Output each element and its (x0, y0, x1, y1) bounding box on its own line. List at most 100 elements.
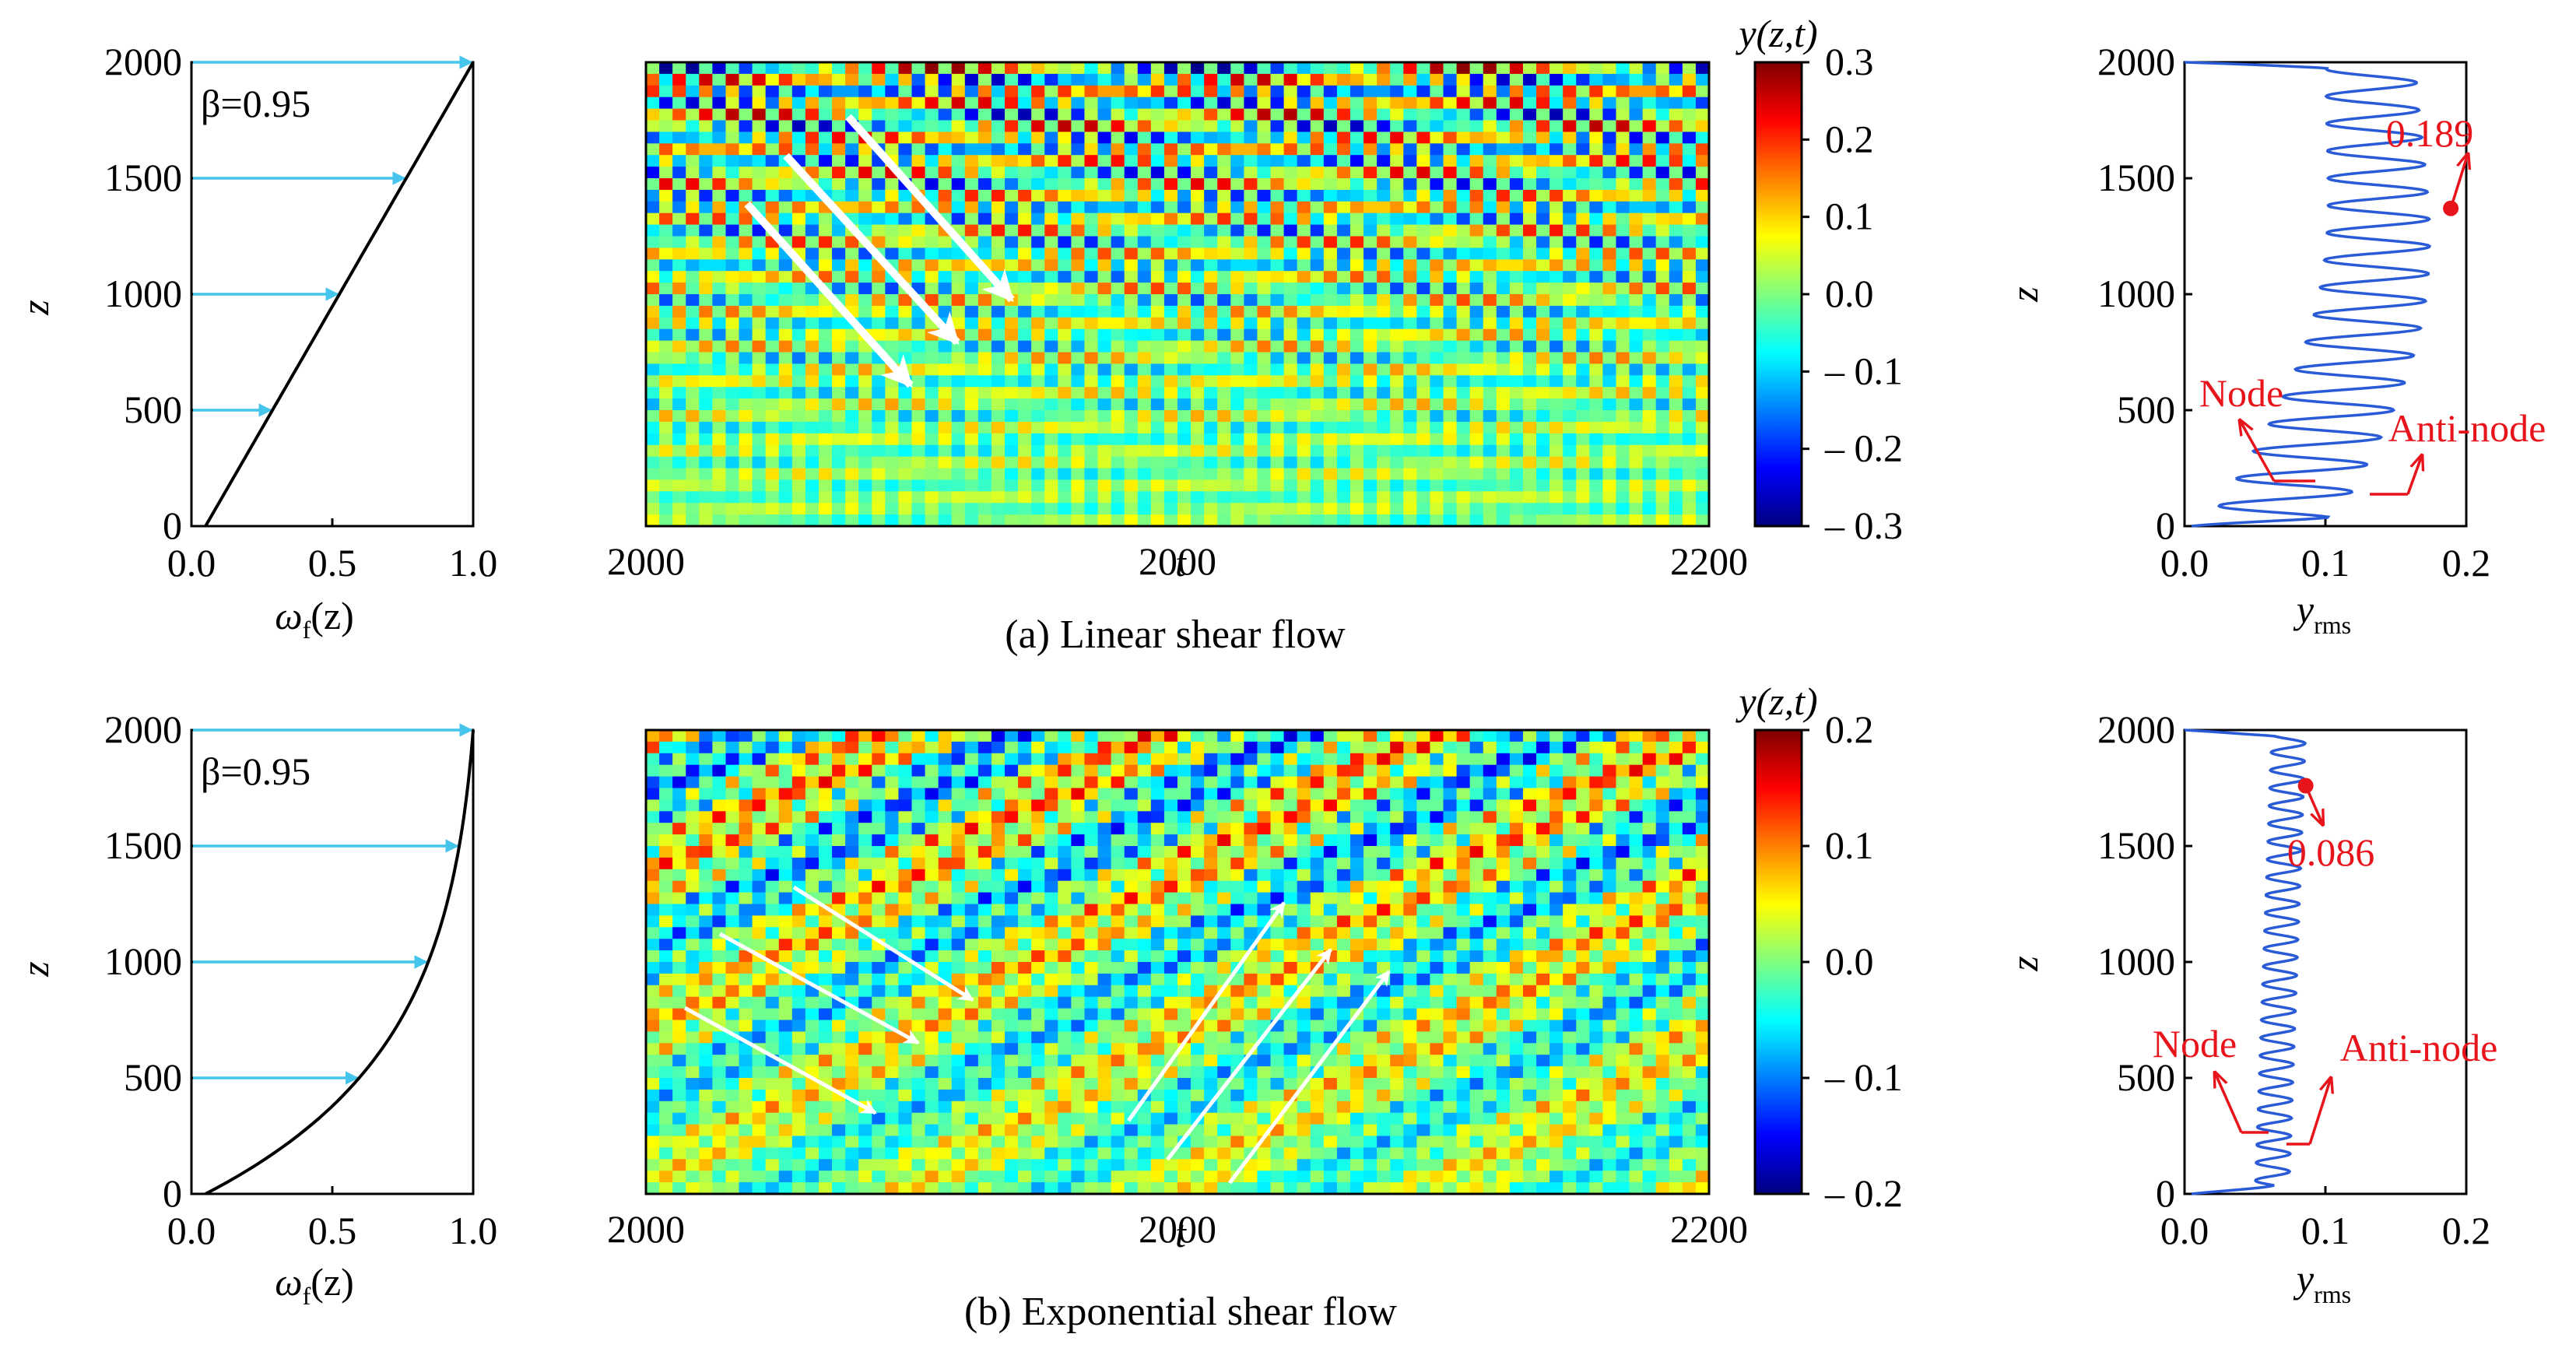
heatmap-cell (951, 189, 966, 202)
heatmap-cell (1336, 479, 1351, 492)
heatmap-cell (1602, 224, 1617, 237)
heatmap-cell (991, 764, 1005, 778)
heatmap-cell (1084, 363, 1099, 376)
heatmap-cell (1257, 212, 1272, 226)
heatmap-cell (1669, 811, 1683, 823)
heatmap-cell (951, 479, 966, 492)
heatmap-cell (739, 880, 753, 893)
heatmap-cell (832, 363, 846, 376)
heatmap-cell (659, 120, 673, 132)
heatmap-cell (672, 764, 686, 778)
heatmap-cell (1257, 236, 1272, 248)
heatmap-cell (1005, 788, 1019, 800)
heatmap-cell (699, 132, 713, 144)
heatmap-cell (778, 108, 793, 121)
heatmap-cell (686, 317, 700, 330)
heatmap-cell (805, 363, 819, 376)
heatmap-cell (1602, 398, 1617, 411)
heatmap-cell (1137, 398, 1152, 411)
heatmap-cell (646, 433, 660, 446)
heatmap-cell (1483, 764, 1497, 778)
heatmap-cell (699, 236, 713, 248)
heatmap-cell (872, 73, 886, 86)
heatmap-cell (1071, 305, 1086, 318)
heatmap-cell (977, 962, 992, 974)
heatmap-cell (1177, 869, 1191, 882)
heatmap-cell (1018, 904, 1032, 916)
heatmap-cell (1270, 317, 1285, 330)
heatmap-cell (1576, 328, 1590, 342)
y-tick-label: 0 (163, 504, 182, 547)
heatmap-cell (1018, 189, 1032, 202)
heatmap-cell (898, 143, 913, 156)
heatmap-cell (1549, 189, 1563, 202)
heatmap-cell (672, 479, 686, 492)
heatmap-cell (659, 927, 673, 939)
heatmap-cell (1217, 503, 1231, 515)
heatmap-cell (646, 962, 660, 974)
heatmap-cell (1363, 869, 1377, 882)
heatmap-cell (699, 823, 713, 835)
heatmap-cell (791, 97, 806, 110)
heatmap-cell (1549, 503, 1563, 515)
heatmap-cell (1390, 189, 1404, 202)
heatmap-cell (686, 271, 700, 283)
heatmap-cell (1137, 456, 1152, 469)
heatmap-cell (1522, 730, 1537, 742)
heatmap-cell (872, 201, 886, 214)
heatmap-cell (752, 120, 767, 132)
heatmap-cell (1163, 503, 1178, 515)
heatmap-cell (646, 294, 660, 307)
heatmap-cell (1097, 132, 1112, 144)
heatmap-cell (1124, 892, 1139, 905)
heatmap-cell (1163, 834, 1178, 847)
heatmap-cell (791, 271, 806, 283)
heatmap-cell (832, 753, 846, 766)
heatmap-cell (686, 97, 700, 110)
heatmap-cell (832, 387, 846, 399)
heatmap-cell (1283, 155, 1298, 167)
heatmap-cell (1058, 799, 1072, 812)
heatmap-cell (1390, 283, 1404, 295)
heatmap-cell (1642, 283, 1657, 295)
heatmap-cell (765, 73, 780, 86)
heatmap-cell (1177, 259, 1191, 272)
heatmap-cell (1111, 456, 1125, 469)
heatmap-cell (739, 491, 753, 504)
heatmap-cell (659, 375, 673, 388)
heatmap-cell (1283, 259, 1298, 272)
heatmap-cell (1204, 283, 1218, 295)
heatmap-cell (1430, 340, 1444, 353)
heatmap-cell (1522, 753, 1537, 766)
heatmap-cell (1044, 132, 1058, 144)
heatmap-cell (1629, 363, 1644, 376)
heatmap-cell (1111, 363, 1125, 376)
heatmap-cell (951, 776, 966, 789)
heatmap-cell (1377, 212, 1391, 226)
heatmap-cell (765, 317, 780, 330)
heatmap-cell (1177, 799, 1191, 812)
heatmap-cell (1456, 788, 1471, 800)
heatmap-cell (1403, 799, 1417, 812)
heatmap-cell (1137, 491, 1152, 504)
heatmap-cell (1257, 410, 1272, 423)
heatmap-cell (1310, 776, 1325, 789)
heatmap-cell (898, 421, 913, 434)
heatmap-cell (1416, 259, 1431, 272)
heatmap-cell (1642, 468, 1657, 480)
heatmap-cell (1536, 880, 1550, 893)
heatmap-cell (646, 811, 660, 823)
heatmap-cell (1563, 753, 1577, 766)
heatmap-cell (1270, 892, 1285, 905)
heatmap-cell (1283, 880, 1298, 893)
heatmap-cell (699, 491, 713, 504)
heatmap-cell (832, 939, 846, 951)
heatmap-cell (1217, 201, 1231, 214)
heatmap-cell (1217, 834, 1231, 847)
heatmap-cell (739, 108, 753, 121)
heatmap-cell (765, 730, 780, 742)
heatmap-cell (818, 892, 833, 905)
heatmap-cell (1469, 479, 1484, 492)
heatmap-cell (1349, 421, 1364, 434)
